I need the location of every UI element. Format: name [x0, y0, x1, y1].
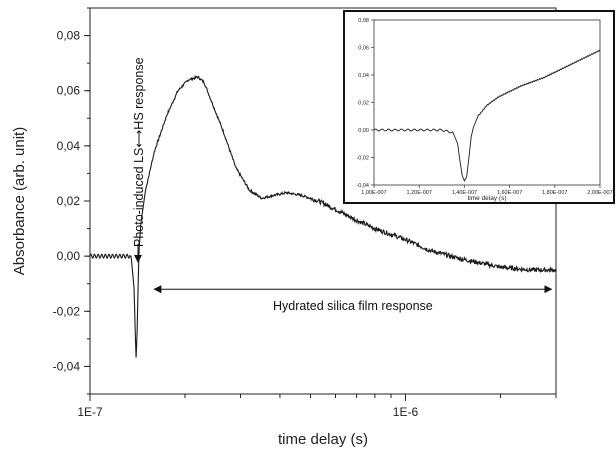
- inset-background: [343, 10, 615, 204]
- main-y-tick-label: 0,02: [57, 194, 81, 208]
- main-y-tick-label: 0,08: [57, 29, 81, 43]
- inset-x-tick-label: 2,00E-007: [587, 190, 612, 196]
- inset-y-tick-label: -0,02: [356, 156, 369, 162]
- inset-x-tick-label: 1,60E-007: [497, 190, 522, 196]
- annotation-photo-induced: Photo-induced LS⟷HS response: [132, 57, 146, 247]
- inset-x-tick-label: 1,40E-007: [452, 190, 477, 196]
- main-series-line: [89, 74, 557, 358]
- main-y-tick-label: -0,02: [53, 304, 81, 318]
- inset-y-tick-label: 0,08: [358, 18, 369, 24]
- main-y-tick-label: 0,04: [57, 139, 81, 153]
- main-x-tick-label: 1E-6: [393, 405, 419, 419]
- inset-series-line: [373, 49, 601, 182]
- inset-x-ticks: 1,00E-007 1,20E-007 1,40E-007 1,60E-007 1,80…: [361, 185, 613, 196]
- main-y-tick-label: 0,06: [57, 84, 81, 98]
- main-x-tick-label: 1E-7: [77, 405, 103, 419]
- inset-y-tick-label: 0,02: [358, 101, 369, 107]
- main-y-axis-title: Absorbance (arb. unit): [11, 127, 28, 275]
- main-y-ticks: -0,04 -0,02 0,00 0,02 0,04 0,06 0,08: [53, 7, 90, 395]
- inset-y-tick-label: 0,06: [358, 46, 369, 52]
- inset-x-tick-label: 1,80E-007: [542, 190, 567, 196]
- main-plot: -0,04-0,020,000,020,040,060,08 1E-7 1E-6 …: [11, 7, 557, 448]
- inset-y-ticks: -0,04 -0,02 0,00 0,02 0,04 0,06 0,08: [356, 18, 374, 189]
- main-x-ticks: 1E-7 1E-6: [77, 394, 557, 419]
- inset-y-tick-label: 0,00: [358, 128, 369, 134]
- inset-x-tick-label: 1,20E-007: [407, 190, 432, 196]
- annotation-hydrated-silica: Hydrated silica film response: [273, 299, 433, 313]
- main-y-tick-label: 0,00: [57, 249, 81, 263]
- main-x-axis-title: time delay (s): [278, 431, 368, 448]
- main-y-tick-label: -0,04: [53, 359, 81, 373]
- inset-plot: -0,04 -0,02 0,00 0,02 0,04 0,06 0,08 1,00E-007…: [343, 10, 615, 204]
- inset-y-tick-label: -0,04: [356, 183, 369, 189]
- inset-x-axis-title: time delay (s): [467, 195, 506, 202]
- inset-x-tick-label: 1,00E-007: [361, 190, 386, 196]
- inset-y-tick-label: 0,04: [358, 73, 369, 79]
